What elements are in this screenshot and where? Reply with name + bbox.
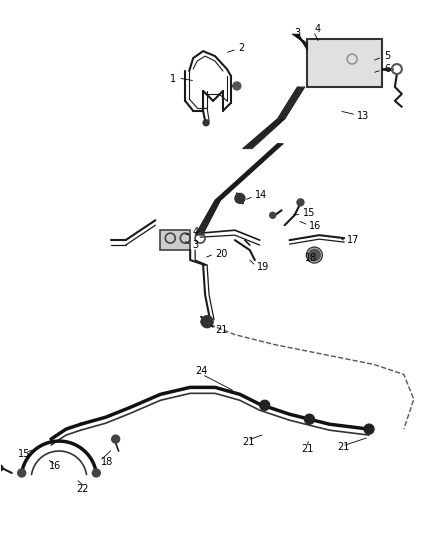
- Text: 18: 18: [101, 457, 113, 467]
- Circle shape: [201, 316, 213, 328]
- Text: 15: 15: [18, 449, 31, 459]
- Text: 1: 1: [170, 74, 177, 84]
- Text: 20: 20: [215, 249, 227, 259]
- Circle shape: [18, 469, 26, 477]
- Bar: [160, 230, 190, 250]
- Text: 4: 4: [314, 24, 321, 34]
- Text: 5: 5: [384, 51, 390, 61]
- Circle shape: [92, 469, 100, 477]
- Text: 3: 3: [192, 240, 198, 250]
- Text: 16: 16: [309, 221, 321, 231]
- Text: 6: 6: [384, 64, 390, 74]
- Text: 21: 21: [242, 437, 254, 447]
- Text: 2: 2: [238, 43, 244, 53]
- Text: 22: 22: [76, 484, 88, 494]
- Text: 15: 15: [303, 208, 315, 219]
- Text: 4: 4: [192, 227, 198, 237]
- Text: 21: 21: [215, 325, 227, 335]
- Text: 24: 24: [195, 367, 208, 376]
- Circle shape: [308, 249, 320, 261]
- Text: 16: 16: [49, 461, 61, 471]
- Text: 18: 18: [304, 253, 317, 263]
- Circle shape: [260, 400, 270, 410]
- Circle shape: [364, 424, 374, 434]
- Circle shape: [304, 414, 314, 424]
- Text: 17: 17: [347, 235, 360, 245]
- Circle shape: [0, 465, 3, 471]
- FancyBboxPatch shape: [307, 39, 382, 87]
- Circle shape: [235, 193, 245, 203]
- Circle shape: [203, 120, 209, 126]
- Text: 21: 21: [301, 444, 314, 454]
- Text: 13: 13: [357, 111, 369, 121]
- Text: 21: 21: [337, 442, 350, 452]
- Circle shape: [112, 435, 120, 443]
- Circle shape: [233, 82, 241, 90]
- Text: 3: 3: [294, 28, 300, 38]
- Text: 19: 19: [257, 262, 269, 272]
- Circle shape: [270, 212, 276, 218]
- Text: 14: 14: [255, 190, 267, 200]
- Circle shape: [297, 199, 304, 206]
